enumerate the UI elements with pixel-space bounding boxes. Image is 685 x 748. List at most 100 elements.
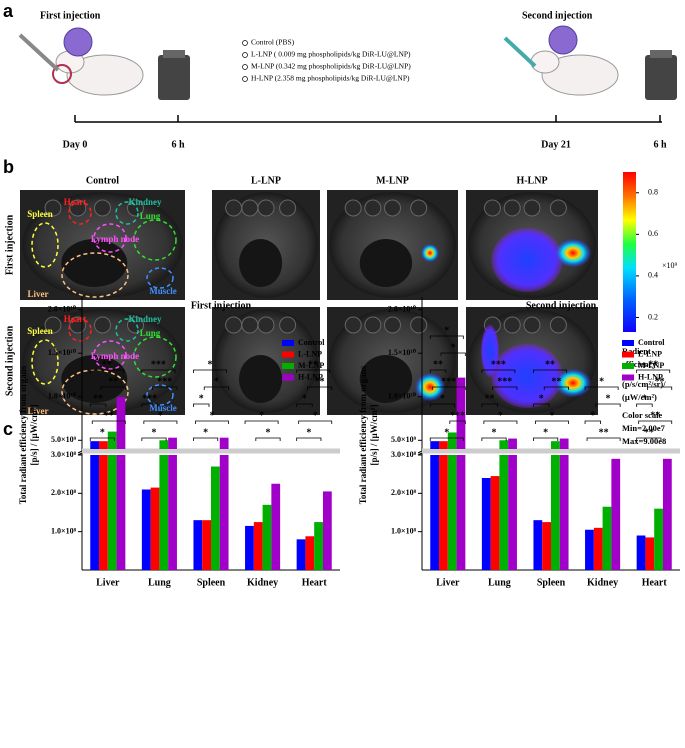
timeline-label: 6 h	[653, 139, 667, 150]
x-tick-label: Liver	[436, 577, 460, 588]
bar	[141, 489, 151, 570]
bar	[193, 520, 203, 570]
colorbar-text: Min=2.00e7	[622, 423, 666, 433]
organ	[344, 199, 362, 217]
significance-label: **	[104, 410, 114, 421]
significance-bracket	[89, 437, 115, 441]
significance-bracket	[533, 403, 550, 407]
significance-bracket	[586, 437, 621, 441]
significance-bracket	[481, 403, 498, 407]
bar	[107, 431, 117, 449]
x-tick-label: Heart	[642, 577, 668, 588]
group-item: L-LNP ( 0.009 mg phospholipids/kg DiR-LU…	[251, 50, 411, 59]
organ-label: Muscle	[149, 403, 177, 413]
bar-lower	[116, 455, 126, 570]
organ-label: Lymph node	[91, 351, 139, 361]
bar	[662, 458, 672, 570]
organ-label: Heart	[64, 314, 87, 324]
significance-label: *	[444, 325, 449, 336]
organ	[549, 199, 567, 217]
bar	[636, 535, 646, 570]
organ-outline	[68, 201, 92, 225]
significance-label: *	[203, 427, 208, 438]
organ-label: Kindney	[128, 197, 162, 207]
bar	[533, 520, 543, 570]
bar	[219, 437, 229, 449]
organ-outline	[133, 219, 177, 261]
significance-bracket	[89, 369, 124, 373]
organ	[239, 355, 283, 403]
significance-label: *	[492, 427, 497, 438]
significance-bracket	[636, 369, 671, 373]
panel-label: c	[3, 419, 13, 439]
chart-title: Second injection	[526, 300, 597, 311]
x-tick-label: Spleen	[197, 577, 226, 588]
organ	[127, 199, 144, 217]
significance-label: *	[605, 393, 610, 404]
bar	[262, 504, 272, 570]
bar-lower	[90, 455, 100, 570]
bar-lower	[430, 455, 440, 570]
bar	[90, 441, 100, 449]
significance-bracket	[296, 437, 322, 441]
signal	[421, 244, 439, 262]
significance-bracket	[440, 352, 466, 356]
legend-label: H-LNP	[638, 372, 663, 381]
bar	[99, 441, 108, 449]
significance-bracket	[195, 420, 229, 424]
significance-label: ***	[497, 376, 512, 387]
column-header: M-LNP	[376, 175, 409, 186]
bar	[542, 522, 551, 570]
significance-bracket	[244, 420, 279, 424]
significance-bracket	[141, 403, 158, 407]
organ	[44, 316, 62, 334]
significance-bracket	[91, 420, 126, 424]
organ	[523, 199, 541, 217]
bullet	[242, 76, 248, 82]
significance-label: ***	[441, 376, 456, 387]
significance-bracket	[429, 369, 447, 373]
bar	[245, 525, 254, 570]
y-axis-label: Total radiant efficiency from organs	[18, 365, 28, 504]
significance-bracket	[255, 437, 281, 441]
significance-label: *	[451, 342, 456, 353]
organ	[94, 316, 111, 334]
significance-label: *	[158, 410, 163, 421]
signal	[555, 369, 591, 397]
organ	[279, 199, 297, 217]
significance-label: *	[210, 410, 215, 421]
significance-label: **	[308, 359, 318, 370]
organ-outline	[146, 384, 174, 406]
bar	[116, 396, 126, 449]
significance-bracket	[143, 420, 178, 424]
row-header: First injection	[4, 214, 15, 275]
group-item: Control (PBS)	[251, 38, 295, 47]
y-tick-label: 5.0×10⁹	[391, 435, 417, 444]
significance-bracket	[481, 437, 507, 441]
organ	[384, 316, 401, 334]
organ	[549, 316, 567, 334]
significance-label: *	[440, 393, 445, 404]
significance-label: *	[208, 359, 213, 370]
legend-swatch	[622, 351, 634, 358]
bar-lower	[439, 455, 448, 570]
organ-label: Spleen	[27, 326, 53, 336]
bar	[271, 483, 281, 570]
organ	[279, 316, 297, 334]
bar	[314, 522, 323, 570]
significance-bracket	[296, 403, 313, 407]
significance-label: **	[108, 376, 118, 387]
significance-bracket	[449, 420, 466, 424]
bar	[211, 466, 220, 570]
significance-bracket	[429, 335, 464, 339]
significance-bracket	[100, 386, 126, 390]
significance-bracket	[429, 403, 455, 407]
significance-label: **	[648, 359, 658, 370]
bar	[253, 522, 263, 570]
significance-label: **	[433, 359, 443, 370]
organ-label: Lymph node	[91, 234, 139, 244]
significance-bracket	[584, 386, 619, 390]
organ	[503, 316, 521, 334]
organ-outline	[61, 369, 129, 415]
significance-bracket	[533, 369, 567, 373]
